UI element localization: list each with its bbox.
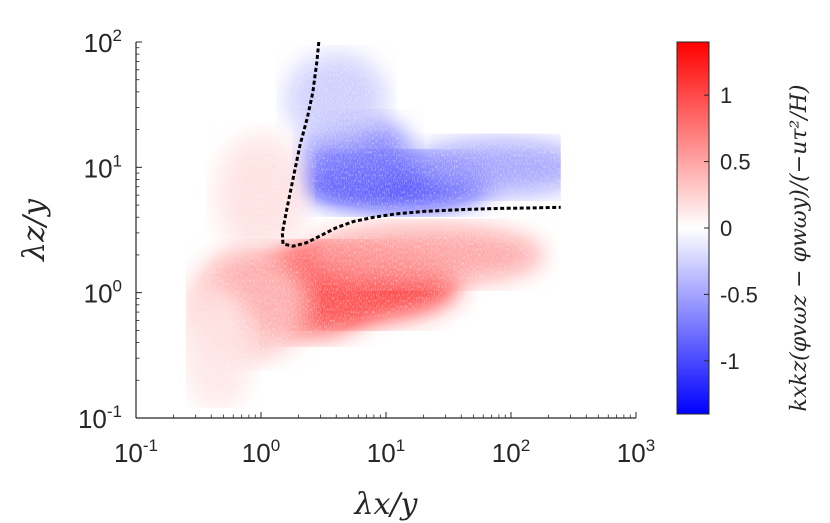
colorbar-tick-label: 0.5 bbox=[720, 150, 751, 175]
colorbar-ticks: 1 0.5 0 -0.5 -1 bbox=[704, 83, 758, 374]
x-tick-label: 101 bbox=[367, 436, 405, 468]
colorbar-tick-label: -1 bbox=[720, 349, 740, 374]
colorbar-tick-label: -0.5 bbox=[720, 282, 758, 307]
zero-contour-line bbox=[280, 41, 561, 248]
x-axis-ticks: 10-1 100 101 102 103 bbox=[114, 412, 655, 468]
y-tick-label: 100 bbox=[84, 277, 122, 309]
x-tick-label: 102 bbox=[492, 436, 530, 468]
x-tick-label: 10-1 bbox=[114, 436, 158, 468]
y-axis-ticks: 10-1 100 101 102 bbox=[78, 26, 142, 434]
heatmap-texture bbox=[186, 58, 561, 404]
y-tick-label: 10-1 bbox=[78, 402, 122, 434]
colorbar-label: kxkz(φvωz − φwωy)/(−uτ²/H) bbox=[787, 85, 812, 412]
colorbar-tick-label: 0 bbox=[720, 216, 732, 241]
y-tick-label: 101 bbox=[84, 151, 122, 183]
colorbar bbox=[676, 41, 710, 415]
x-tick-label: 100 bbox=[242, 436, 280, 468]
y-tick-label: 102 bbox=[84, 26, 122, 58]
y-axis-label: λz/y bbox=[17, 198, 52, 262]
x-tick-label: 103 bbox=[617, 436, 655, 468]
colorbar-tick-label: 1 bbox=[720, 83, 732, 108]
x-axis-label: λx/y bbox=[354, 487, 419, 522]
